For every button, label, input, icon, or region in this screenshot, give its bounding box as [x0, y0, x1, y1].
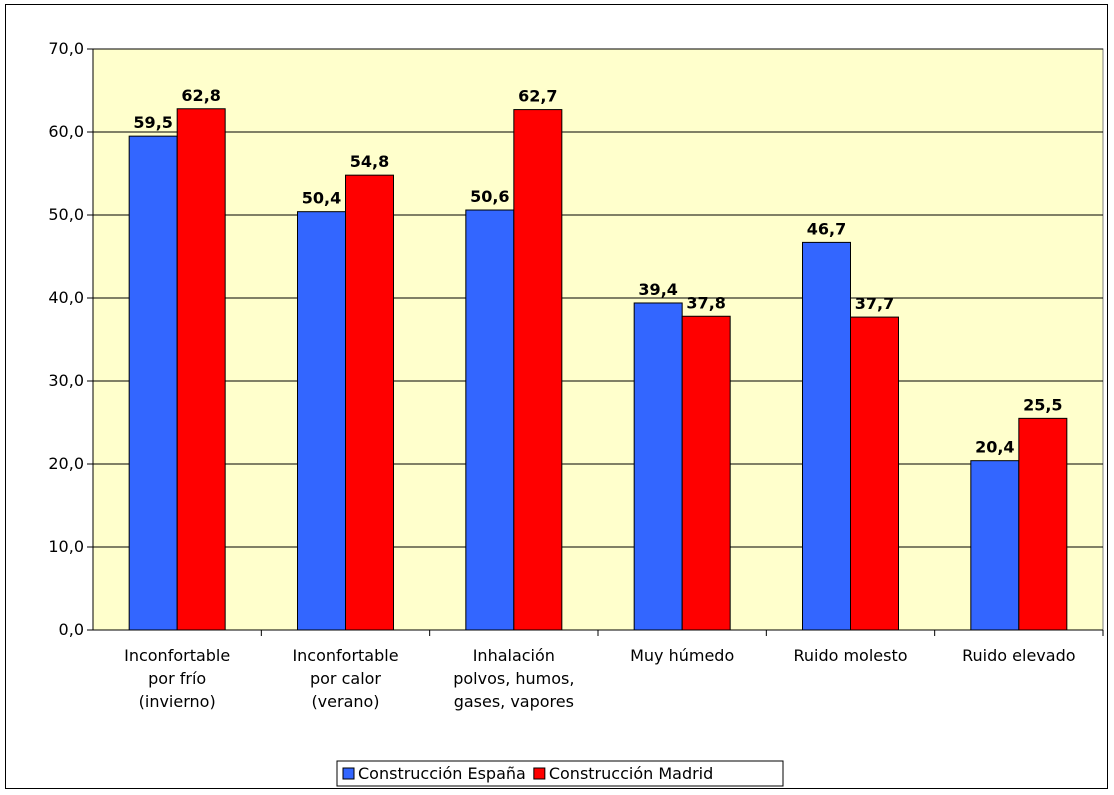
category-label: Inhalación polvos, humos, gases, vapores — [453, 646, 574, 711]
data-label: 37,8 — [686, 293, 725, 312]
legend-swatch — [342, 767, 355, 780]
data-label: 62,7 — [518, 87, 557, 106]
legend-label: Construcción España — [358, 764, 526, 783]
bar — [345, 174, 394, 631]
category-label: Ruido molesto — [793, 646, 907, 665]
data-label: 25,5 — [1023, 395, 1062, 414]
y-tick-label: 10,0 — [48, 537, 84, 556]
bar — [297, 211, 346, 631]
category-label: Inconfortable por calor (verano) — [292, 646, 398, 711]
category-label: Inconfortable por frío (invierno) — [124, 646, 230, 711]
bar — [513, 109, 563, 631]
bar — [128, 135, 178, 631]
category-label: Muy húmedo — [630, 646, 734, 665]
y-tick-label: 50,0 — [48, 205, 84, 224]
data-label: 39,4 — [638, 280, 677, 299]
bar — [681, 315, 731, 631]
data-label: 46,7 — [807, 219, 846, 238]
y-tick-label: 40,0 — [48, 288, 84, 307]
legend-swatch — [533, 767, 546, 780]
data-label: 54,8 — [350, 152, 389, 171]
legend-box — [336, 760, 784, 787]
y-tick-label: 70,0 — [48, 39, 84, 58]
data-label: 20,4 — [975, 438, 1014, 457]
data-label: 37,7 — [855, 294, 894, 313]
y-tick-label: 20,0 — [48, 454, 84, 473]
bar — [465, 209, 515, 631]
legend-label: Construcción Madrid — [549, 764, 713, 783]
bar — [176, 108, 226, 631]
plot-background — [92, 48, 1104, 631]
data-label: 59,5 — [133, 113, 172, 132]
data-label: 62,8 — [181, 86, 220, 105]
bar-chart: 0,0 10,0 20,0 30,0 40,0 50,0 60,0 70,0 59,5 62,8 I… — [48, 39, 1104, 787]
bar — [850, 316, 899, 631]
y-tick-label: 0,0 — [59, 620, 84, 639]
data-label: 50,4 — [302, 189, 341, 208]
y-tick-label: 60,0 — [48, 122, 84, 141]
bar — [802, 241, 851, 631]
y-tick-label: 30,0 — [48, 371, 84, 390]
data-label: 50,6 — [470, 187, 509, 206]
legend: Construcción España Construcción Madrid — [336, 760, 784, 787]
chart-frame: 0,0 10,0 20,0 30,0 40,0 50,0 60,0 70,0 59,5 62,8 I… — [5, 4, 1108, 789]
bar — [1018, 417, 1068, 631]
bar — [970, 460, 1020, 631]
bar — [633, 302, 683, 631]
plot-area: 0,0 10,0 20,0 30,0 40,0 50,0 60,0 70,0 59,5 62,8 I… — [48, 39, 1104, 711]
category-label: Ruido elevado — [962, 646, 1075, 665]
